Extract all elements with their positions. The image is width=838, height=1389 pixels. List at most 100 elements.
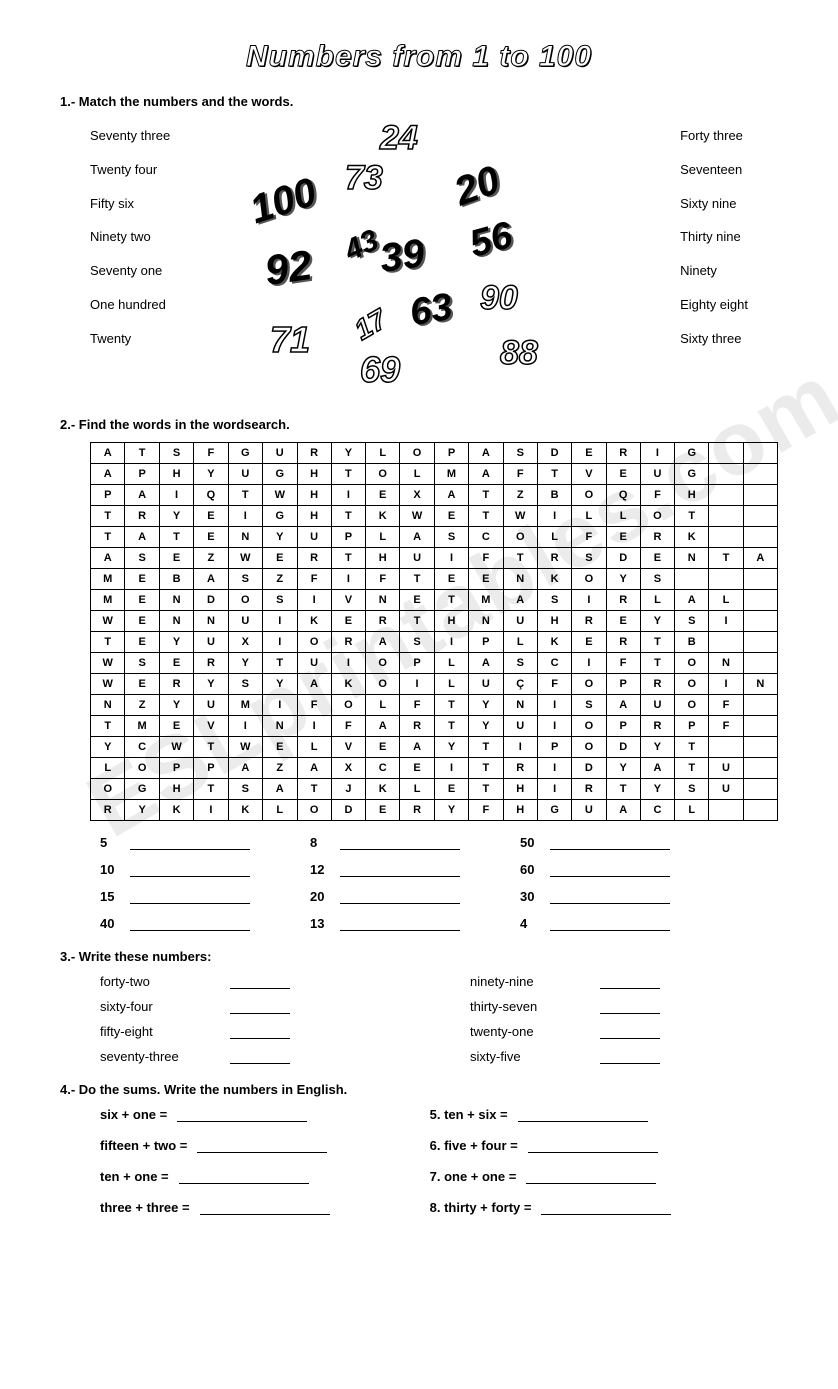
ws-cell: O <box>366 674 400 695</box>
ex4-row[interactable]: 5. ten + six = <box>430 1107 672 1122</box>
ws-cell: V <box>194 716 228 737</box>
ex3-row[interactable]: twenty-one <box>470 1024 660 1039</box>
ws-cell: Y <box>228 653 262 674</box>
ws-row: WENNUIKERTHNUHREYSI <box>91 611 778 632</box>
ex4-line[interactable] <box>179 1169 309 1184</box>
ex3-line[interactable] <box>230 1049 290 1064</box>
ex4-line[interactable] <box>177 1107 307 1122</box>
ex4-line[interactable] <box>197 1138 327 1153</box>
ws-cell: A <box>640 758 674 779</box>
ws-cell: Z <box>194 548 228 569</box>
ex4-row[interactable]: fifteen + two = <box>100 1138 330 1153</box>
ws-cell: S <box>503 653 537 674</box>
blank-line[interactable] <box>550 916 670 931</box>
ws-cell: S <box>640 569 674 590</box>
ex3-line[interactable] <box>230 1024 290 1039</box>
blank-row[interactable]: 40 <box>100 916 250 931</box>
blank-row[interactable]: 8 <box>310 835 460 850</box>
ws-cell: D <box>331 800 365 821</box>
blank-row[interactable]: 50 <box>520 835 670 850</box>
ws-cell: F <box>537 674 571 695</box>
ex4-line[interactable] <box>528 1138 658 1153</box>
ex3-row[interactable]: seventy-three <box>100 1049 290 1064</box>
ws-cell: Z <box>263 758 297 779</box>
ws-cell: T <box>434 590 468 611</box>
ws-cell: H <box>297 485 331 506</box>
ex3-row[interactable]: ninety-nine <box>470 974 660 989</box>
ws-cell: F <box>709 716 743 737</box>
blank-line[interactable] <box>550 862 670 877</box>
ws-cell: I <box>194 800 228 821</box>
blank-row[interactable]: 30 <box>520 889 670 904</box>
blank-line[interactable] <box>340 862 460 877</box>
ws-cell: S <box>572 548 606 569</box>
ws-cell: O <box>572 485 606 506</box>
ex4-row[interactable]: three + three = <box>100 1200 330 1215</box>
ws-cell: I <box>434 548 468 569</box>
ex4-row[interactable]: 6. five + four = <box>430 1138 672 1153</box>
blank-line[interactable] <box>550 889 670 904</box>
ws-cell: B <box>159 569 193 590</box>
blank-row[interactable]: 15 <box>100 889 250 904</box>
ex4-row[interactable]: 7. one + one = <box>430 1169 672 1184</box>
ex4-label: 5. ten + six = <box>430 1107 508 1122</box>
ex3-row[interactable]: forty-two <box>100 974 290 989</box>
ex4-line[interactable] <box>526 1169 656 1184</box>
blank-row[interactable]: 20 <box>310 889 460 904</box>
blank-row[interactable]: 60 <box>520 862 670 877</box>
blank-row[interactable]: 5 <box>100 835 250 850</box>
ex4-row[interactable]: six + one = <box>100 1107 330 1122</box>
blank-line[interactable] <box>340 835 460 850</box>
ex3-line[interactable] <box>230 974 290 989</box>
ws-cell: U <box>228 611 262 632</box>
ws-cell: I <box>331 569 365 590</box>
ws-cell: C <box>537 653 571 674</box>
blank-line[interactable] <box>340 889 460 904</box>
ex4-line[interactable] <box>200 1200 330 1215</box>
ws-cell: A <box>743 548 777 569</box>
ex3-line[interactable] <box>600 1049 660 1064</box>
ex3-row[interactable]: fifty-eight <box>100 1024 290 1039</box>
ws-cell: T <box>159 527 193 548</box>
ws-cell: L <box>297 737 331 758</box>
blank-row[interactable]: 10 <box>100 862 250 877</box>
ws-cell <box>743 590 777 611</box>
ws-cell: U <box>400 548 434 569</box>
ex3-label: fifty-eight <box>100 1024 210 1039</box>
blank-label: 8 <box>310 835 340 850</box>
ex4-line[interactable] <box>518 1107 648 1122</box>
ws-row: TRYEIGHTKWETWILLOT <box>91 506 778 527</box>
blank-line[interactable] <box>130 889 250 904</box>
blank-line[interactable] <box>130 835 250 850</box>
ex3-line[interactable] <box>230 999 290 1014</box>
ws-cell: R <box>572 611 606 632</box>
ws-cell: A <box>194 569 228 590</box>
ex3-row[interactable]: sixty-four <box>100 999 290 1014</box>
blank-row[interactable]: 13 <box>310 916 460 931</box>
ex4-row[interactable]: 8. thirty + forty = <box>430 1200 672 1215</box>
ws-cell: P <box>400 653 434 674</box>
ex3-line[interactable] <box>600 1024 660 1039</box>
blank-row[interactable]: 12 <box>310 862 460 877</box>
ex3-line[interactable] <box>600 999 660 1014</box>
blank-line[interactable] <box>130 916 250 931</box>
ex1-right-item: Seventeen <box>680 153 748 187</box>
ex4-row[interactable]: ten + one = <box>100 1169 330 1184</box>
ws-cell: K <box>537 632 571 653</box>
blank-line[interactable] <box>550 835 670 850</box>
ex4-line[interactable] <box>541 1200 671 1215</box>
blank-label: 13 <box>310 916 340 931</box>
ex3-row[interactable]: sixty-five <box>470 1049 660 1064</box>
ws-cell: U <box>709 758 743 779</box>
ex3-row[interactable]: thirty-seven <box>470 999 660 1014</box>
blank-line[interactable] <box>130 862 250 877</box>
ws-cell: H <box>297 506 331 527</box>
ws-cell: E <box>572 632 606 653</box>
ws-cell: E <box>434 506 468 527</box>
ws-cell <box>709 737 743 758</box>
blank-line[interactable] <box>340 916 460 931</box>
ex1-left-item: Seventy three <box>90 119 170 153</box>
blank-row[interactable]: 4 <box>520 916 670 931</box>
ws-cell: E <box>125 632 159 653</box>
ex3-line[interactable] <box>600 974 660 989</box>
